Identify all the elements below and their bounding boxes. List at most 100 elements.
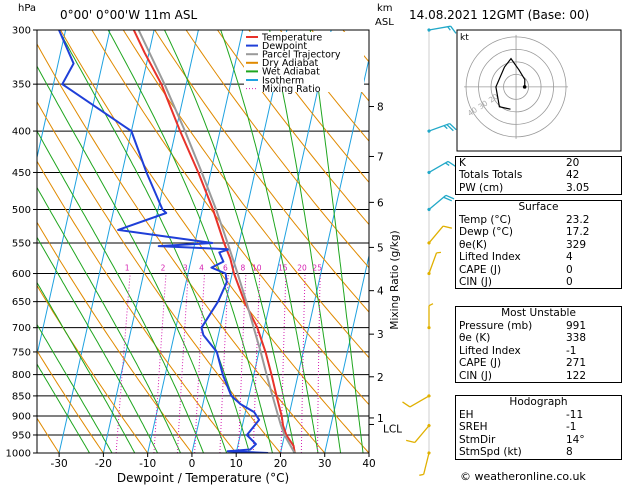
hodo-value: 14° — [566, 433, 585, 446]
unstable-label: θe (K) — [459, 332, 491, 345]
hodo-value: -1 — [566, 421, 577, 434]
hodo-label: EH — [459, 409, 474, 421]
plot-frame — [36, 29, 370, 454]
mixing-ratio-label: 8 — [240, 264, 245, 273]
mixing-ratio-line — [176, 273, 189, 453]
surface-label: CIN (J) — [459, 275, 492, 288]
wet-adiabat — [37, 323, 113, 453]
basic-value: 20 — [566, 157, 580, 169]
legend-label-dry_adiabat: Dry Adiabat — [262, 58, 319, 69]
unstable-value: 338 — [566, 332, 587, 345]
dry-adiabat — [248, 30, 369, 184]
hodograph-title: Hodograph — [509, 396, 568, 408]
isotherm — [58, 30, 155, 453]
temp-tick-label: -20 — [95, 458, 112, 470]
km-tick-label: 2 — [377, 372, 384, 384]
surface-value: 23.2 — [566, 214, 590, 226]
unstable-value: 122 — [566, 369, 587, 382]
mixing-ratio-line — [194, 273, 205, 453]
isotherm — [280, 56, 369, 453]
wind-barb — [427, 194, 455, 212]
hodo-row: SREH -1 — [456, 421, 621, 433]
wet-adiabat — [220, 30, 319, 453]
hodograph-kt-label: kt — [460, 33, 469, 43]
isotherm — [102, 30, 199, 453]
wind-barb-shaft — [409, 395, 430, 408]
wind-barb-shaft — [428, 252, 438, 274]
dry-adiabat — [37, 284, 149, 453]
mixing-ratio-line — [300, 273, 306, 453]
wet-adiabat — [37, 65, 228, 453]
km-tick-label: 3 — [377, 329, 384, 341]
mixing-ratio-axis-label: Mixing Ratio (g/kg) — [389, 230, 401, 329]
wind-barb — [427, 25, 457, 34]
km-tick-label: 7 — [377, 151, 384, 163]
unstable-value: 991 — [566, 320, 587, 332]
mixing-ratio-label: 15 — [278, 264, 288, 273]
isotherm — [37, 30, 67, 160]
surface-value: 17.2 — [566, 226, 590, 239]
wind-barb-flag — [447, 160, 456, 167]
unstable-label: CAPE (J) — [459, 357, 502, 370]
hodo-row: StmDir 14° — [456, 434, 621, 446]
dry-adiabat — [37, 417, 60, 453]
series-dewpoint — [58, 30, 269, 453]
wind-barb-half — [419, 473, 424, 476]
wind-barb-dot — [427, 424, 431, 428]
unstable-value: -1 — [566, 344, 577, 357]
basic-value: 3.05 — [566, 181, 590, 194]
hodo-label: SREH — [459, 421, 488, 434]
pressure-tick-label: 300 — [12, 26, 31, 37]
dry-adiabat — [37, 221, 193, 453]
isotherm — [37, 30, 111, 357]
wind-barb — [427, 303, 434, 330]
hodo-row: StmSpd (kt) 8 — [456, 446, 621, 458]
mixing-ratio-label: 20 — [297, 264, 307, 273]
wind-barb-shaft — [428, 25, 451, 31]
mixing-ratio-label: 6 — [223, 264, 228, 273]
datetime-title: 14.08.2021 12GMT (Base: 00) — [409, 8, 590, 22]
isotherm — [324, 253, 369, 453]
hodo-label: StmSpd (kt) — [459, 446, 522, 459]
mixing-ratio-label: 3 — [183, 264, 188, 273]
hodo-label: StmDir — [459, 433, 496, 446]
wet-adiabat — [163, 30, 296, 453]
wind-barb-dot — [427, 394, 431, 398]
dry-adiabat — [37, 160, 237, 453]
wind-barb-flag — [445, 194, 455, 200]
surface-row: Dewp (°C) 17.2 — [456, 226, 621, 238]
most-unstable-title: Most Unstable — [501, 307, 576, 319]
basic-indices-table: K 20 Totals Totals 42 PW (cm) 3.05 — [455, 156, 622, 196]
dry-adiabat — [216, 30, 369, 226]
pressure-tick-label: 850 — [12, 391, 31, 402]
surface-label: Lifted Index — [459, 251, 521, 264]
basic-label: K — [459, 157, 466, 169]
dry-adiabat — [122, 30, 369, 359]
temp-tick-label: -30 — [51, 458, 68, 470]
wind-barb-shaft — [428, 225, 444, 244]
unstable-value: 271 — [566, 357, 587, 370]
wind-barb-half — [445, 162, 450, 166]
km-tick-label: 6 — [377, 197, 384, 209]
temp-tick-label: 10 — [230, 458, 243, 470]
unstable-row: Pressure (mb) 991 — [456, 320, 621, 332]
surface-row: Lifted Index 4 — [456, 251, 621, 263]
pressure-tick-label: 400 — [12, 127, 31, 138]
hodograph-trace — [495, 57, 526, 110]
hodo-row: EH -11 — [456, 409, 621, 421]
x-axis-label: Dewpoint / Temperature (°C) — [117, 471, 289, 485]
pressure-tick-label: 1000 — [6, 449, 31, 460]
legend-label-isotherm: Isotherm — [262, 75, 304, 86]
surface-label: Temp (°C) — [459, 214, 512, 226]
hodograph-table: Hodograph EH -11 SREH -1 StmDir 14° StmSpd (kt… — [455, 395, 622, 460]
basic-label: Totals Totals — [459, 169, 523, 182]
unstable-row: Lifted Index -1 — [456, 345, 621, 357]
wind-barb-dot — [427, 326, 431, 330]
wind-barbs — [402, 25, 457, 476]
wet-adiabat — [107, 30, 274, 453]
mixing-ratio-line — [317, 273, 321, 453]
wind-barb-dot — [427, 451, 431, 455]
basic-row: PW (cm) 3.05 — [456, 182, 621, 194]
wind-barb — [427, 160, 456, 175]
